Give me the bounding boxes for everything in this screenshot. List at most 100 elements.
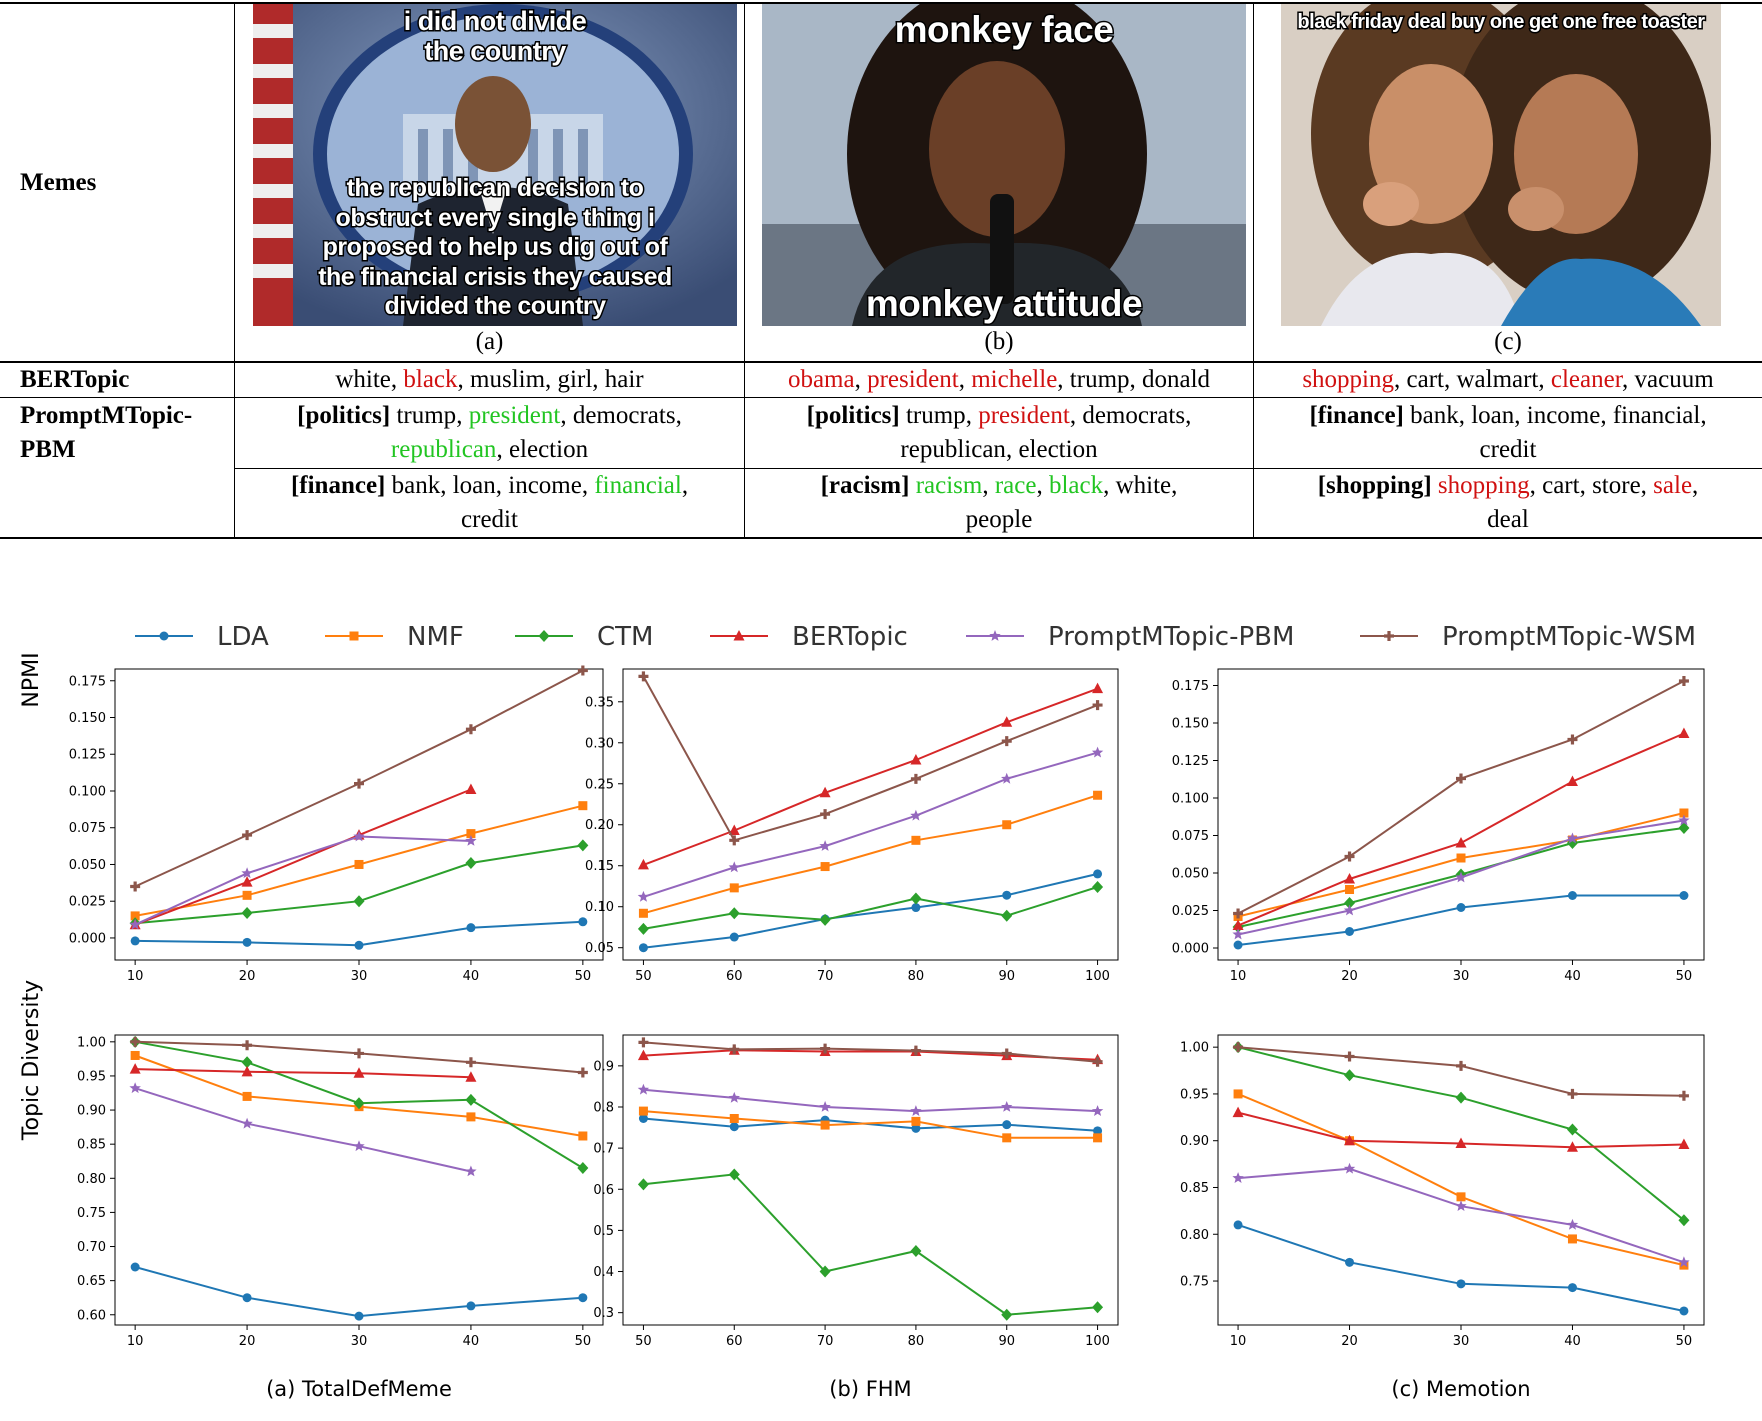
data-point: [354, 859, 364, 869]
data-point: [819, 1265, 831, 1278]
topic-word-loan: loan: [452, 472, 496, 499]
legend-marker: [159, 631, 169, 641]
data-point: [1678, 727, 1690, 738]
series-promptmtopic-wsm: [638, 671, 1103, 846]
pbm-topic-b2: [racism] racism, race, black, white, peo…: [820, 472, 1178, 533]
data-point: [1093, 869, 1103, 879]
plot-frame: [114, 668, 604, 961]
data-point: [241, 867, 253, 879]
chart-legend: LDA NMF CTM BERTopic PromptMTopic-PBM PromptM…: [135, 622, 1696, 652]
topic-label: [finance]: [1309, 402, 1404, 429]
series-line: [134, 1087, 472, 1173]
ytick-label: 0.15: [585, 859, 614, 874]
topic-word-bank: bank: [391, 472, 441, 499]
data-point: [1344, 1051, 1355, 1062]
pbm-topic-a1: [politics] trump, president, democrats, …: [297, 402, 682, 463]
data-point: [728, 861, 740, 873]
panel-caption: (c) Memotion: [1391, 1377, 1530, 1401]
meme-a-bottom-line-3: proposed to help us dig out of: [321, 232, 669, 263]
data-point: [465, 835, 477, 846]
series-line: [134, 788, 472, 926]
topic-word-credit: credit: [461, 506, 518, 533]
data-point: [1567, 1088, 1578, 1099]
data-point: [1566, 1218, 1579, 1230]
data-point: [1002, 1133, 1012, 1143]
ytick-label: 0.3: [593, 1306, 614, 1321]
data-point: [1567, 891, 1577, 900]
topic-word-walmart: walmart: [1456, 365, 1539, 393]
table-vrule-2: [744, 2, 745, 538]
plot-frame: [622, 668, 1119, 961]
data-point: [242, 830, 253, 841]
data-point: [1679, 891, 1689, 900]
xtick-label: 10: [127, 969, 144, 984]
xtick-label: 30: [1453, 1334, 1470, 1349]
data-point: [465, 1071, 477, 1082]
meme-b-caption-bottom: monkey attitude: [864, 282, 1144, 325]
ytick-label: 0.050: [69, 858, 106, 873]
panel-0-td: 0.60 0.65 0.70 0.75 0.80 0.85 0.90 0.95 1.00 10 20…: [77, 1034, 604, 1349]
series-nmf: [638, 1106, 1103, 1143]
topic-label: [politics]: [806, 402, 900, 429]
data-point: [1344, 897, 1356, 909]
data-point: [1232, 1106, 1244, 1118]
data-point: [466, 1112, 476, 1122]
series-lda: [130, 1262, 588, 1321]
topic-word-trump: trump: [905, 402, 966, 429]
data-point: [1002, 890, 1012, 900]
xtick-label: 30: [351, 1334, 368, 1349]
ytick-label: 0.70: [77, 1240, 106, 1255]
meme-image-c: black friday deal buy one get one free t…: [1281, 4, 1721, 326]
data-point: [130, 1036, 141, 1047]
data-point: [1001, 736, 1012, 747]
topic-word-shopping: shopping: [1302, 365, 1394, 393]
data-point: [129, 1063, 141, 1074]
ytick-label: 0.05: [585, 941, 614, 956]
xtick-label: 50: [635, 969, 652, 984]
data-point: [1566, 1123, 1578, 1136]
data-point: [1092, 1301, 1104, 1314]
topic-label: [politics]: [297, 402, 391, 429]
meme-c-caption-top: black friday deal buy one get one free t…: [1296, 10, 1707, 35]
topic-word-people: people: [965, 506, 1033, 533]
topic-word-trump: trump: [1069, 365, 1130, 393]
data-point: [1002, 820, 1012, 830]
topic-word-financial: financial: [1612, 402, 1701, 429]
topic-word-credit: credit: [1479, 436, 1537, 463]
meme-a-bottom-line-2: obstruct every single thing i: [334, 202, 656, 233]
xtick-label: 60: [726, 969, 743, 984]
legend-item-ctm: CTM: [515, 622, 653, 652]
data-point: [637, 1083, 650, 1095]
data-point: [242, 1040, 253, 1051]
data-point: [1344, 851, 1355, 862]
xtick-label: 90: [998, 1334, 1015, 1349]
topic-word-cleaner: cleaner: [1550, 365, 1623, 393]
series-bertopic: [129, 1063, 477, 1082]
data-point: [910, 1045, 921, 1056]
panel-caption: (b) FHM: [829, 1377, 911, 1401]
ytick-label: 0.90: [77, 1104, 106, 1119]
data-point: [910, 809, 922, 821]
data-point: [1091, 1105, 1104, 1116]
ytick-label: 0.25: [585, 777, 614, 792]
legend-label: LDA: [217, 622, 269, 652]
series-line: [135, 844, 584, 925]
data-point: [578, 1293, 588, 1303]
series-ctm: [637, 1168, 1104, 1321]
data-point: [465, 1057, 476, 1068]
data-point: [241, 1117, 253, 1129]
data-point: [1567, 734, 1578, 745]
data-point: [1567, 1234, 1577, 1244]
topic-word-election: election: [508, 436, 589, 463]
series-nmf: [1233, 1089, 1689, 1270]
xtick-label: 40: [1564, 969, 1581, 984]
meme-a-top-line-2: the country: [423, 35, 568, 68]
table-rule-3: [234, 468, 1762, 469]
data-point: [637, 890, 650, 902]
xtick-label: 40: [463, 969, 480, 984]
data-point: [353, 1097, 365, 1110]
meme-a-bottom-line-1: the republican decision to: [345, 173, 645, 204]
data-point: [1092, 700, 1103, 711]
series-ctm: [637, 881, 1104, 935]
meme-a-bottom-line-5: divided the country: [383, 291, 608, 322]
